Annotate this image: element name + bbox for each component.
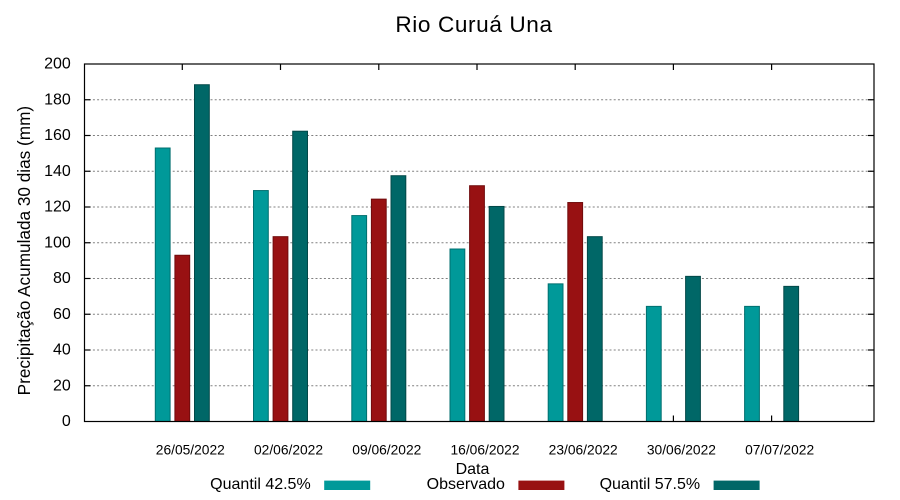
svg-text:Precipitação Acumulada 30 dias: Precipitação Acumulada 30 dias (mm): [14, 106, 34, 395]
svg-text:07/07/2022: 07/07/2022: [745, 443, 814, 458]
svg-text:26/05/2022: 26/05/2022: [156, 443, 225, 458]
svg-text:40: 40: [53, 342, 71, 359]
svg-text:100: 100: [44, 234, 71, 251]
svg-text:180: 180: [44, 91, 71, 108]
svg-text:Data: Data: [456, 461, 490, 478]
svg-text:140: 140: [44, 163, 71, 180]
svg-text:80: 80: [53, 270, 71, 287]
svg-text:16/06/2022: 16/06/2022: [450, 443, 519, 458]
svg-text:Quantil 42.5%: Quantil 42.5%: [210, 476, 311, 493]
svg-text:Quantil 57.5%: Quantil 57.5%: [600, 476, 701, 493]
svg-text:Rio Curuá Una: Rio Curuá Una: [395, 12, 552, 37]
svg-text:09/06/2022: 09/06/2022: [352, 443, 421, 458]
svg-text:Observado: Observado: [427, 476, 505, 493]
svg-text:60: 60: [53, 306, 71, 323]
svg-text:160: 160: [44, 127, 71, 144]
svg-text:30/06/2022: 30/06/2022: [647, 443, 716, 458]
svg-text:0: 0: [62, 413, 71, 430]
svg-text:120: 120: [44, 199, 71, 216]
svg-text:02/06/2022: 02/06/2022: [254, 443, 323, 458]
svg-text:23/06/2022: 23/06/2022: [549, 443, 618, 458]
svg-text:200: 200: [44, 56, 71, 73]
svg-text:20: 20: [53, 377, 71, 394]
